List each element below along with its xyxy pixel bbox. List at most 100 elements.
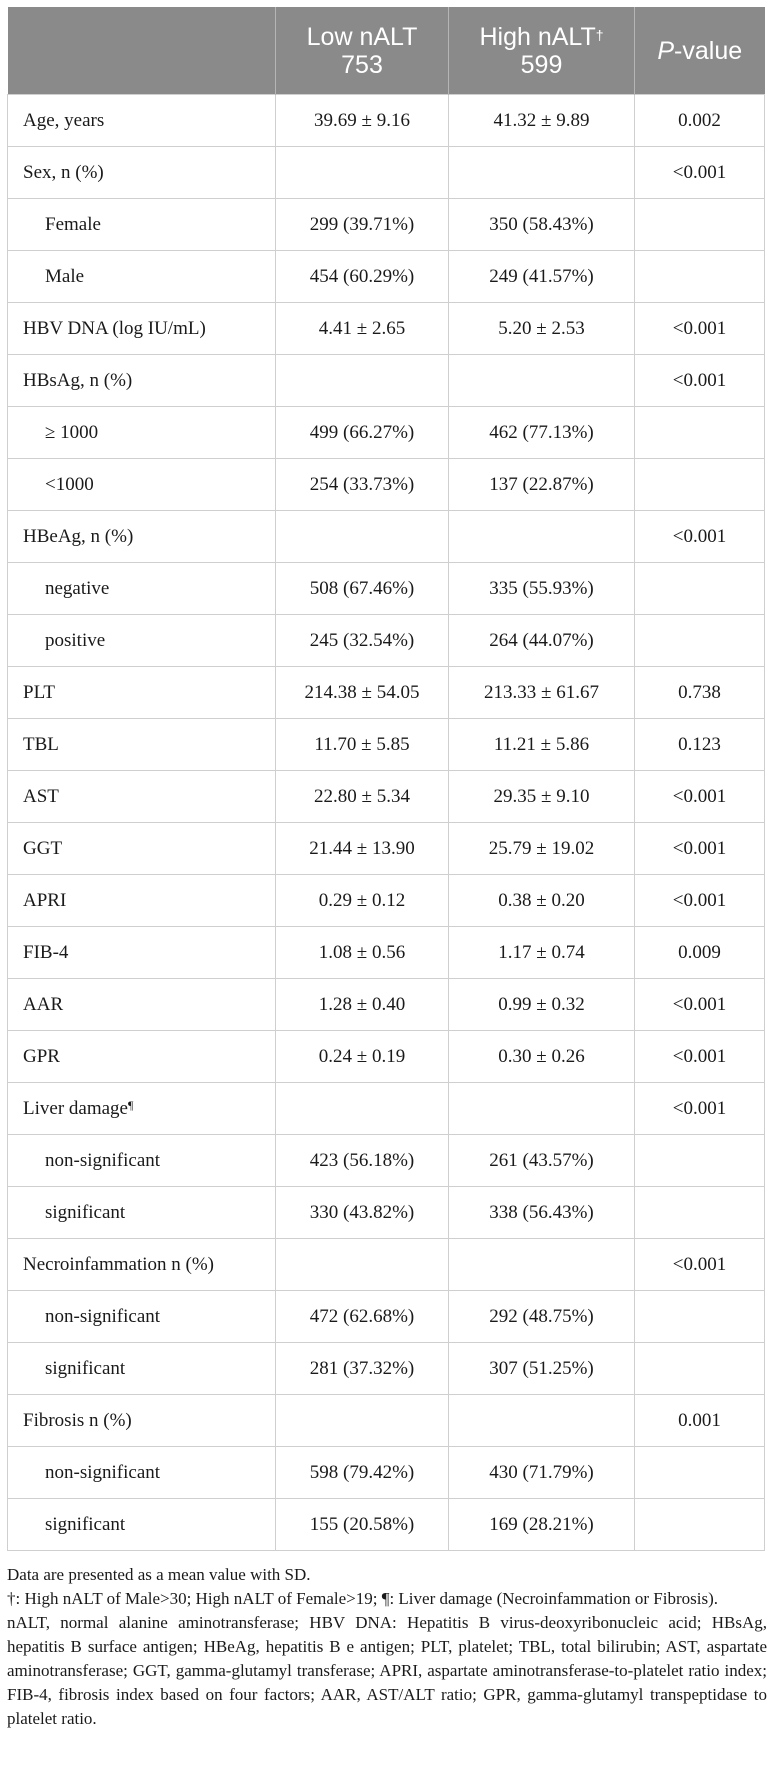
row-label-text: significant — [45, 1513, 126, 1535]
low-nalt-value: 245 (32.54%) — [275, 614, 449, 667]
row-label-text: HBV DNA (log IU/mL) — [23, 317, 206, 339]
row-label: ≥ 1000 — [7, 406, 276, 459]
high-nalt-value: 261 (43.57%) — [448, 1134, 635, 1187]
header-row: Low nALT 753 High nALT† 599 P-value — [7, 7, 765, 95]
row-label-text: FIB-4 — [23, 941, 69, 963]
low-nalt-value — [275, 1238, 449, 1291]
high-nalt-value — [448, 1082, 635, 1135]
row-label: Necroinfammation n (%) — [7, 1238, 276, 1291]
low-nalt-value: 299 (39.71%) — [275, 198, 449, 251]
table-row: Liver damage¶ <0.001 — [7, 1082, 765, 1135]
row-label-text: significant — [45, 1357, 126, 1379]
high-nalt-value: 264 (44.07%) — [448, 614, 635, 667]
p-value — [634, 1342, 765, 1395]
p-value — [634, 614, 765, 667]
table-row: ≥ 1000 499 (66.27%) 462 (77.13%) — [7, 406, 765, 459]
low-nalt-value: 39.69 ± 9.16 — [275, 94, 449, 147]
row-label: Fibrosis n (%) — [7, 1394, 276, 1447]
data-table-container: Low nALT 753 High nALT† 599 P-value Age,… — [7, 7, 765, 1551]
high-nalt-value: 0.99 ± 0.32 — [448, 978, 635, 1031]
p-value: <0.001 — [634, 510, 765, 563]
data-table: Low nALT 753 High nALT† 599 P-value Age,… — [7, 7, 765, 1551]
dagger-footnote-mark: † — [595, 26, 604, 43]
p-value: <0.001 — [634, 770, 765, 823]
footnote-thresholds: †: High nALT of Male>30; High nALT of Fe… — [7, 1589, 719, 1608]
table-row: AST 22.80 ± 5.34 29.35 ± 9.10 <0.001 — [7, 770, 765, 823]
row-label: Female — [7, 198, 276, 251]
header-p-value: P-value — [634, 7, 765, 95]
high-nalt-value: 249 (41.57%) — [448, 250, 635, 303]
high-nalt-value: 462 (77.13%) — [448, 406, 635, 459]
header-blank-cell — [7, 7, 276, 95]
row-label-text: HBeAg, n (%) — [23, 525, 134, 547]
row-label-text: Male — [45, 265, 85, 287]
p-value: 0.002 — [634, 94, 765, 147]
header-low-nalt: Low nALT 753 — [275, 7, 449, 95]
row-label-text: Female — [45, 213, 101, 235]
low-nalt-value: 22.80 ± 5.34 — [275, 770, 449, 823]
low-nalt-value: 330 (43.82%) — [275, 1186, 449, 1239]
header-low-nalt-label: Low nALT — [306, 22, 418, 51]
row-label: significant — [7, 1342, 276, 1395]
high-nalt-value: 5.20 ± 2.53 — [448, 302, 635, 355]
table-row: GGT 21.44 ± 13.90 25.79 ± 19.02 <0.001 — [7, 822, 765, 875]
row-label: non-significant — [7, 1290, 276, 1343]
row-label: PLT — [7, 666, 276, 719]
p-value — [634, 1446, 765, 1499]
row-label-text: non-significant — [45, 1149, 161, 1171]
row-label: GPR — [7, 1030, 276, 1083]
header-high-nalt-label: High nALT — [479, 22, 596, 51]
p-value — [634, 458, 765, 511]
table-row: Age, years 39.69 ± 9.16 41.32 ± 9.89 0.002 — [7, 94, 765, 147]
pilcrow-footnote-mark: ¶ — [127, 1097, 134, 1112]
table-row: <1000 254 (33.73%) 137 (22.87%) — [7, 458, 765, 511]
low-nalt-value: 508 (67.46%) — [275, 562, 449, 615]
p-value — [634, 250, 765, 303]
table-header: Low nALT 753 High nALT† 599 P-value — [7, 7, 765, 95]
table-row: Fibrosis n (%) 0.001 — [7, 1394, 765, 1447]
p-value: 0.001 — [634, 1394, 765, 1447]
header-high-nalt-count: 599 — [520, 50, 563, 79]
high-nalt-value: 41.32 ± 9.89 — [448, 94, 635, 147]
low-nalt-value — [275, 146, 449, 199]
low-nalt-value: 0.24 ± 0.19 — [275, 1030, 449, 1083]
low-nalt-value: 472 (62.68%) — [275, 1290, 449, 1343]
row-label-text: APRI — [23, 889, 67, 911]
p-value: <0.001 — [634, 354, 765, 407]
high-nalt-value — [448, 146, 635, 199]
table-row: APRI 0.29 ± 0.12 0.38 ± 0.20 <0.001 — [7, 874, 765, 927]
high-nalt-value — [448, 1394, 635, 1447]
table-row: significant 330 (43.82%) 338 (56.43%) — [7, 1186, 765, 1239]
row-label: APRI — [7, 874, 276, 927]
table-row: Male 454 (60.29%) 249 (41.57%) — [7, 250, 765, 303]
row-label: GGT — [7, 822, 276, 875]
row-label: <1000 — [7, 458, 276, 511]
table-row: AAR 1.28 ± 0.40 0.99 ± 0.32 <0.001 — [7, 978, 765, 1031]
p-value: <0.001 — [634, 302, 765, 355]
p-value: 0.009 — [634, 926, 765, 979]
row-label: FIB-4 — [7, 926, 276, 979]
row-label-text: negative — [45, 577, 110, 599]
row-label-text: Liver damage — [23, 1097, 128, 1119]
low-nalt-value: 21.44 ± 13.90 — [275, 822, 449, 875]
p-value: <0.001 — [634, 978, 765, 1031]
row-label: non-significant — [7, 1134, 276, 1187]
high-nalt-value: 29.35 ± 9.10 — [448, 770, 635, 823]
table-row: positive 245 (32.54%) 264 (44.07%) — [7, 614, 765, 667]
table-row: significant 281 (37.32%) 307 (51.25%) — [7, 1342, 765, 1395]
table-row: PLT 214.38 ± 54.05 213.33 ± 61.67 0.738 — [7, 666, 765, 719]
table-body: Age, years 39.69 ± 9.16 41.32 ± 9.89 0.002 S… — [7, 94, 765, 1551]
high-nalt-value: 430 (71.79%) — [448, 1446, 635, 1499]
row-label-text: PLT — [23, 681, 56, 703]
low-nalt-value: 11.70 ± 5.85 — [275, 718, 449, 771]
low-nalt-value: 254 (33.73%) — [275, 458, 449, 511]
low-nalt-value — [275, 1394, 449, 1447]
p-value — [634, 562, 765, 615]
table-row: FIB-4 1.08 ± 0.56 1.17 ± 0.74 0.009 — [7, 926, 765, 979]
row-label-text: GPR — [23, 1045, 60, 1067]
row-label: Liver damage¶ — [7, 1082, 276, 1135]
table-row: HBeAg, n (%) <0.001 — [7, 510, 765, 563]
row-label: HBeAg, n (%) — [7, 510, 276, 563]
p-value: 0.123 — [634, 718, 765, 771]
low-nalt-value: 0.29 ± 0.12 — [275, 874, 449, 927]
